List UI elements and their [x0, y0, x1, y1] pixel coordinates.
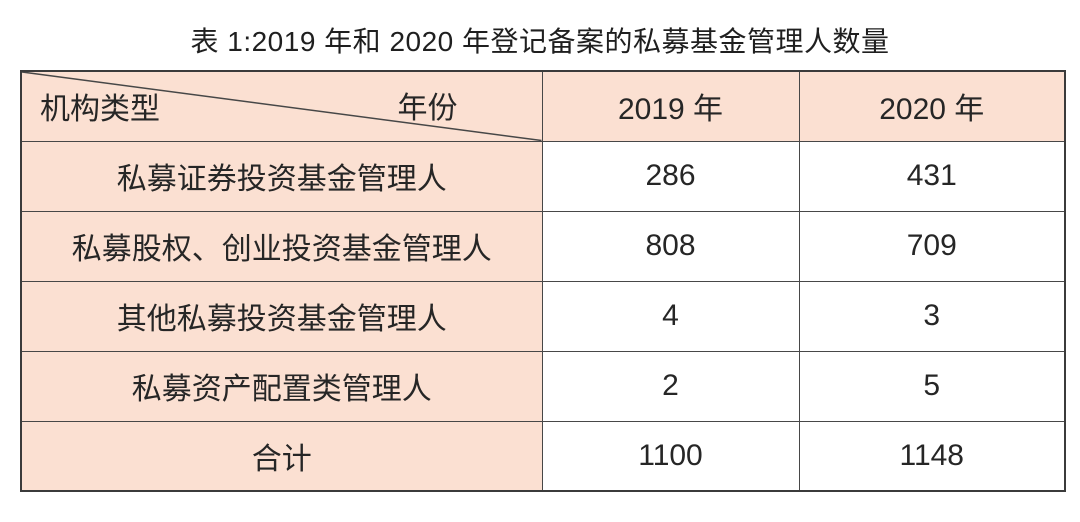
value-2019: 286 [541, 140, 800, 212]
row-label: 私募资产配置类管理人 [20, 350, 543, 422]
row-axis-label: 机构类型 [40, 93, 160, 127]
column-header-2020: 2020 年 [798, 70, 1066, 142]
column-header-2019: 2019 年 [541, 70, 800, 142]
private-fund-managers-table: 机构类型 年份 2019 年 2020 年 私募证券投资基金管理人 286 43… [20, 70, 1066, 492]
value-2019: 2 [541, 350, 800, 422]
table-row: 其他私募投资基金管理人 4 3 [20, 280, 1066, 352]
value-2020: 5 [798, 350, 1066, 422]
total-2020: 1148 [798, 420, 1066, 492]
row-label: 私募股权、创业投资基金管理人 [20, 210, 543, 282]
total-label: 合计 [20, 420, 543, 492]
value-2019: 808 [541, 210, 800, 282]
row-label: 私募证券投资基金管理人 [20, 140, 543, 212]
table-title: 表 1:2019 年和 2020 年登记备案的私募基金管理人数量 [190, 26, 890, 57]
diagonal-divider-line [22, 72, 542, 141]
table-row: 私募证券投资基金管理人 286 431 [20, 140, 1066, 212]
value-2020: 709 [798, 210, 1066, 282]
value-2019: 4 [541, 280, 800, 352]
table-row: 私募股权、创业投资基金管理人 808 709 [20, 210, 1066, 282]
total-2019: 1100 [541, 420, 800, 492]
value-2020: 3 [798, 280, 1066, 352]
row-label: 其他私募投资基金管理人 [20, 280, 543, 352]
header-row: 机构类型 年份 2019 年 2020 年 [20, 70, 1066, 142]
total-row: 合计 1100 1148 [20, 420, 1066, 492]
col-axis-label: 年份 [397, 92, 458, 126]
table-row: 私募资产配置类管理人 2 5 [20, 350, 1066, 422]
value-2020: 431 [798, 140, 1066, 212]
corner-cell: 机构类型 年份 [20, 70, 543, 142]
